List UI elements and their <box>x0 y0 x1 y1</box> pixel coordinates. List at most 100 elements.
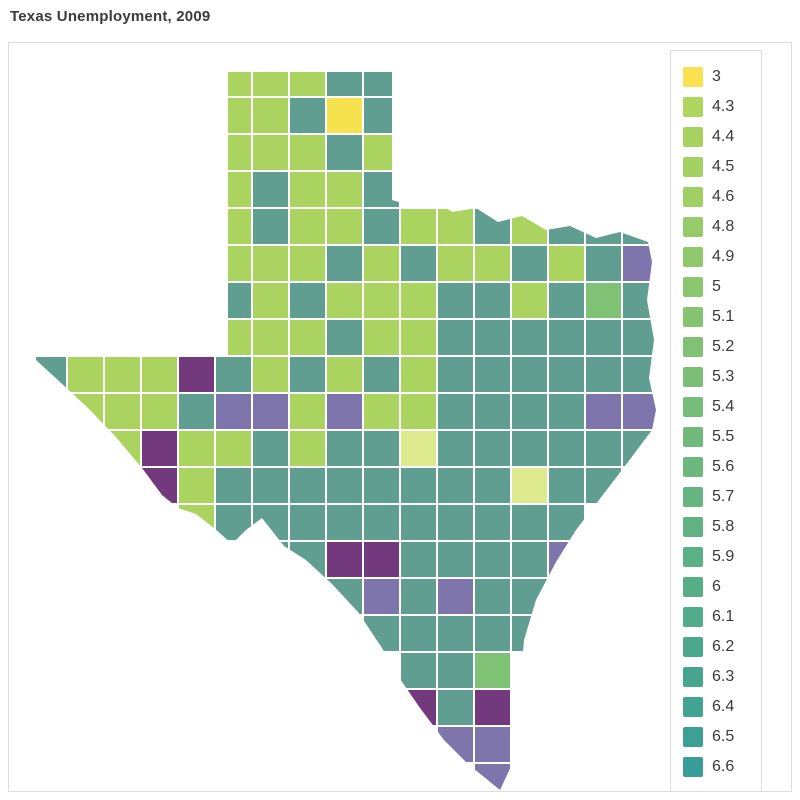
county[interactable] <box>362 170 401 209</box>
county[interactable] <box>325 355 364 394</box>
county[interactable] <box>214 207 253 246</box>
county[interactable] <box>547 244 586 283</box>
county[interactable] <box>140 392 179 431</box>
county[interactable] <box>510 466 549 505</box>
county[interactable] <box>547 318 586 357</box>
county[interactable] <box>325 244 364 283</box>
county[interactable] <box>621 281 659 320</box>
county[interactable] <box>510 281 549 320</box>
county[interactable] <box>214 503 253 542</box>
county[interactable] <box>399 392 438 431</box>
county[interactable] <box>214 96 253 135</box>
county[interactable] <box>362 614 401 653</box>
county[interactable] <box>436 281 475 320</box>
county[interactable] <box>325 281 364 320</box>
county[interactable] <box>584 392 623 431</box>
county[interactable] <box>510 355 549 394</box>
county[interactable] <box>214 466 253 505</box>
county[interactable] <box>177 392 216 431</box>
county[interactable] <box>399 244 438 283</box>
county[interactable] <box>362 355 401 394</box>
county[interactable] <box>621 244 659 283</box>
county[interactable] <box>288 207 327 246</box>
county[interactable] <box>473 503 512 542</box>
county[interactable] <box>547 540 586 579</box>
county[interactable] <box>584 244 623 283</box>
county[interactable] <box>473 725 512 764</box>
county[interactable] <box>177 429 216 468</box>
county[interactable] <box>436 392 475 431</box>
county[interactable] <box>473 688 512 727</box>
county[interactable] <box>621 355 659 394</box>
county[interactable] <box>103 429 142 468</box>
county[interactable] <box>547 466 586 505</box>
county[interactable] <box>251 170 290 209</box>
county[interactable] <box>362 207 401 246</box>
county[interactable] <box>251 392 290 431</box>
county[interactable] <box>584 355 623 394</box>
county[interactable] <box>251 281 290 320</box>
county[interactable] <box>473 577 512 616</box>
county[interactable] <box>251 207 290 246</box>
county[interactable] <box>436 688 475 727</box>
county[interactable] <box>288 466 327 505</box>
county[interactable] <box>510 392 549 431</box>
county[interactable] <box>362 540 401 579</box>
county[interactable] <box>399 207 438 246</box>
county[interactable] <box>251 355 290 394</box>
county[interactable] <box>473 244 512 283</box>
county[interactable] <box>362 577 401 616</box>
county[interactable] <box>584 429 623 468</box>
county[interactable] <box>288 170 327 209</box>
county[interactable] <box>621 429 659 468</box>
county[interactable] <box>621 392 659 431</box>
county[interactable] <box>214 244 253 283</box>
county[interactable] <box>510 318 549 357</box>
county[interactable] <box>325 96 364 135</box>
county[interactable] <box>325 318 364 357</box>
county[interactable] <box>30 318 68 357</box>
county[interactable] <box>251 60 290 98</box>
county[interactable] <box>362 429 401 468</box>
county[interactable] <box>473 392 512 431</box>
county[interactable] <box>399 651 438 690</box>
county[interactable] <box>436 244 475 283</box>
county[interactable] <box>103 466 142 505</box>
county[interactable] <box>584 281 623 320</box>
county[interactable] <box>288 60 327 98</box>
county[interactable] <box>66 355 105 394</box>
county[interactable] <box>251 429 290 468</box>
county[interactable] <box>510 207 549 246</box>
county[interactable] <box>436 725 475 764</box>
county[interactable] <box>584 318 623 357</box>
county[interactable] <box>584 207 623 246</box>
county[interactable] <box>362 60 401 98</box>
county[interactable] <box>473 318 512 357</box>
county[interactable] <box>510 503 549 542</box>
county[interactable] <box>510 429 549 468</box>
county[interactable] <box>399 688 438 727</box>
county[interactable] <box>584 466 623 505</box>
county[interactable] <box>140 429 179 468</box>
county[interactable] <box>362 466 401 505</box>
county[interactable] <box>436 503 475 542</box>
county[interactable] <box>177 318 216 357</box>
county[interactable] <box>288 355 327 394</box>
county[interactable] <box>30 392 68 431</box>
county[interactable] <box>214 318 253 357</box>
county[interactable] <box>399 540 438 579</box>
county[interactable] <box>325 466 364 505</box>
county[interactable] <box>399 318 438 357</box>
county[interactable] <box>510 244 549 283</box>
county[interactable] <box>436 614 475 653</box>
county[interactable] <box>251 244 290 283</box>
county[interactable] <box>251 466 290 505</box>
county[interactable] <box>140 355 179 394</box>
county[interactable] <box>436 318 475 357</box>
county[interactable] <box>325 133 364 172</box>
county[interactable] <box>177 466 216 505</box>
county[interactable] <box>473 429 512 468</box>
county[interactable] <box>288 96 327 135</box>
county[interactable] <box>473 762 512 800</box>
county[interactable] <box>399 577 438 616</box>
